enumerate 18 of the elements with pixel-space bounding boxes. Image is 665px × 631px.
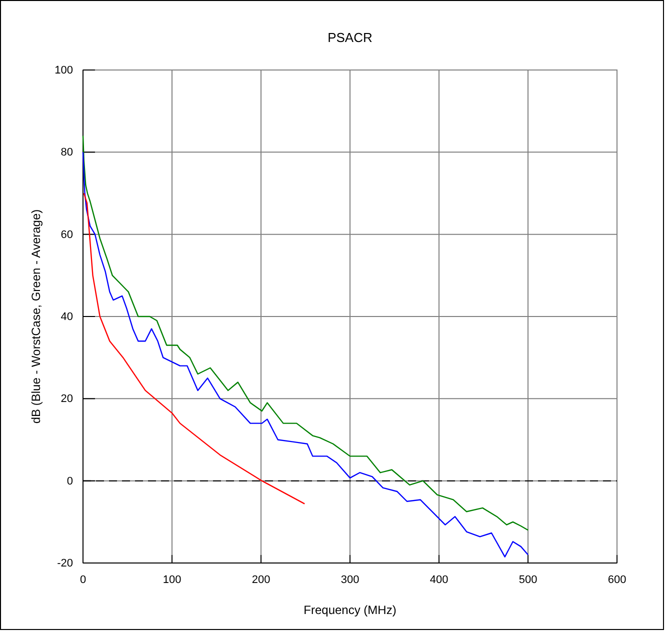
- y-tick-label: 60: [60, 228, 73, 241]
- line-series: [83, 192, 306, 504]
- y-tick-label: -20: [57, 558, 73, 570]
- x-tick-label: 100: [162, 574, 182, 586]
- x-tick-label: 400: [430, 574, 448, 586]
- x-axis-title: Frequency (MHz): [304, 603, 396, 617]
- x-tick-label: 200: [252, 574, 270, 586]
- x-tick-label: 600: [608, 574, 626, 586]
- chart-title: PSACR: [328, 30, 372, 45]
- y-axis-title: dB (Blue - WorstCase, Green - Average): [29, 209, 43, 424]
- y-tick-label: 0: [66, 475, 73, 488]
- x-tick-label: 500: [518, 574, 538, 586]
- y-tick-label: 20: [60, 393, 73, 406]
- x-tick-label: 300: [340, 574, 360, 586]
- x-tick-label: 0: [80, 574, 86, 586]
- y-tick-label: 80: [60, 146, 73, 159]
- y-tick-label: 100: [54, 64, 73, 77]
- y-tick-label: 40: [60, 311, 73, 324]
